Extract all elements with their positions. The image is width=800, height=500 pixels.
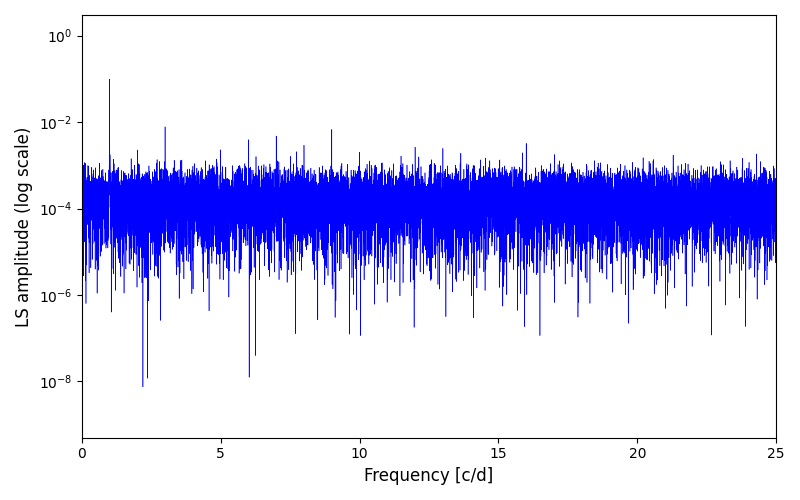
- Y-axis label: LS amplitude (log scale): LS amplitude (log scale): [15, 126, 33, 326]
- X-axis label: Frequency [c/d]: Frequency [c/d]: [364, 467, 494, 485]
